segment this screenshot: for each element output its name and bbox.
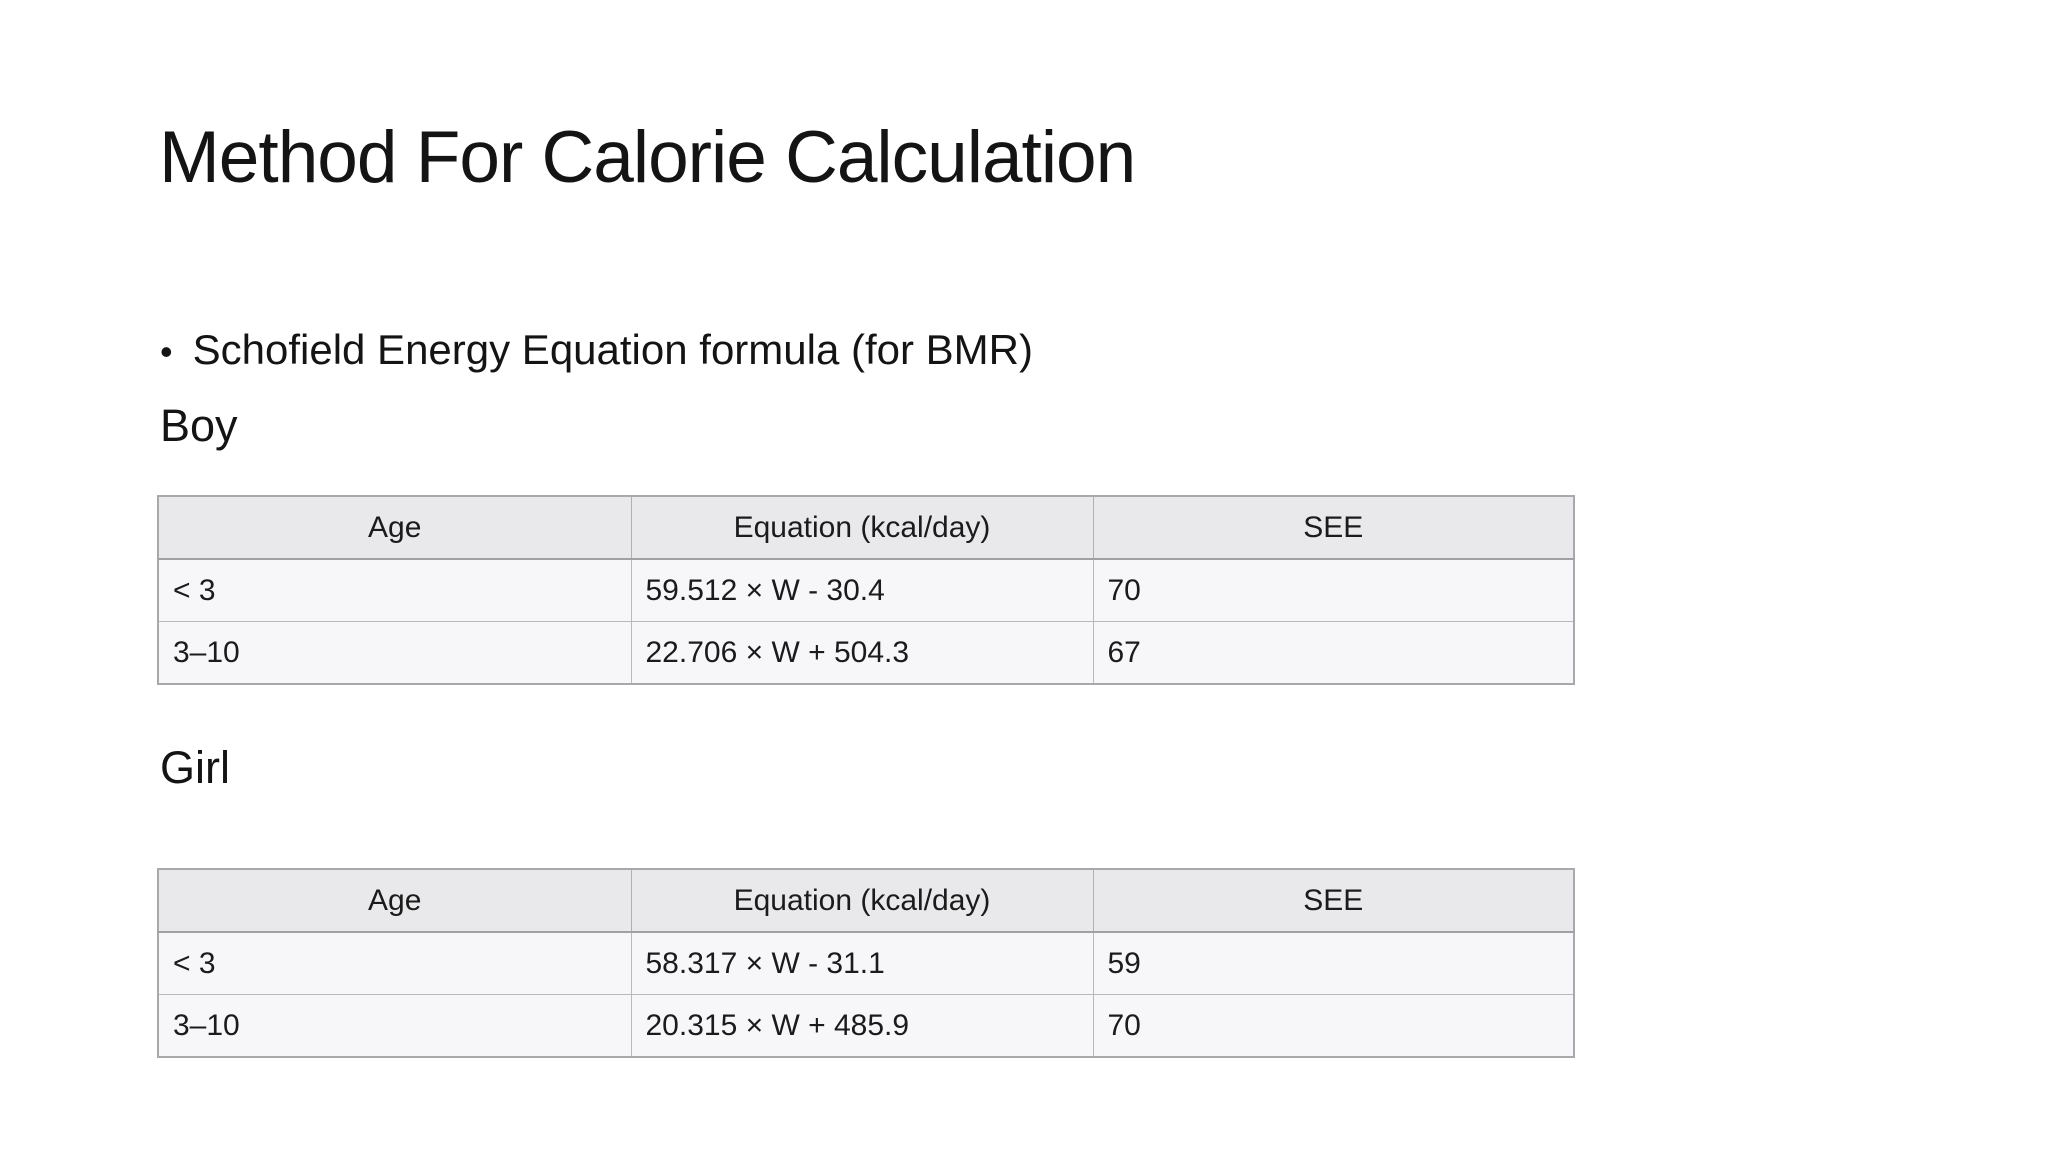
cell-see: 59 (1092, 931, 1575, 995)
cell-equation: 22.706 × W + 504.3 (630, 621, 1094, 685)
cell-equation: 58.317 × W - 31.1 (630, 931, 1094, 995)
cell-see: 70 (1092, 558, 1575, 622)
cell-see: 67 (1092, 621, 1575, 685)
boy-bmr-table: Age Equation (kcal/day) SEE < 3 59.512 ×… (157, 495, 1575, 685)
cell-see: 70 (1092, 994, 1575, 1058)
column-header-age: Age (157, 868, 632, 933)
cell-age: 3–10 (157, 621, 632, 685)
table-header-row: Age Equation (kcal/day) SEE (157, 495, 1575, 560)
column-header-equation: Equation (kcal/day) (630, 495, 1094, 560)
cell-age: < 3 (157, 931, 632, 995)
table-row: 3–10 22.706 × W + 504.3 67 (157, 621, 1575, 685)
section-label-boy: Boy (160, 400, 238, 451)
table-row: < 3 58.317 × W - 31.1 59 (157, 931, 1575, 995)
bullet-text: Schofield Energy Equation formula (for B… (192, 326, 1033, 373)
table-row: < 3 59.512 × W - 30.4 70 (157, 558, 1575, 622)
cell-age: 3–10 (157, 994, 632, 1058)
girl-bmr-table: Age Equation (kcal/day) SEE < 3 58.317 ×… (157, 868, 1575, 1058)
table-row: 3–10 20.315 × W + 485.9 70 (157, 994, 1575, 1058)
bullet-marker: • (160, 331, 173, 372)
column-header-equation: Equation (kcal/day) (630, 868, 1094, 933)
cell-equation: 20.315 × W + 485.9 (630, 994, 1094, 1058)
section-label-girl: Girl (160, 742, 230, 793)
cell-age: < 3 (157, 558, 632, 622)
cell-equation: 59.512 × W - 30.4 (630, 558, 1094, 622)
column-header-see: SEE (1092, 868, 1575, 933)
slide-title: Method For Calorie Calculation (159, 117, 1136, 198)
column-header-age: Age (157, 495, 632, 560)
bullet-item: • Schofield Energy Equation formula (for… (160, 326, 1033, 374)
table-header-row: Age Equation (kcal/day) SEE (157, 868, 1575, 933)
column-header-see: SEE (1092, 495, 1575, 560)
